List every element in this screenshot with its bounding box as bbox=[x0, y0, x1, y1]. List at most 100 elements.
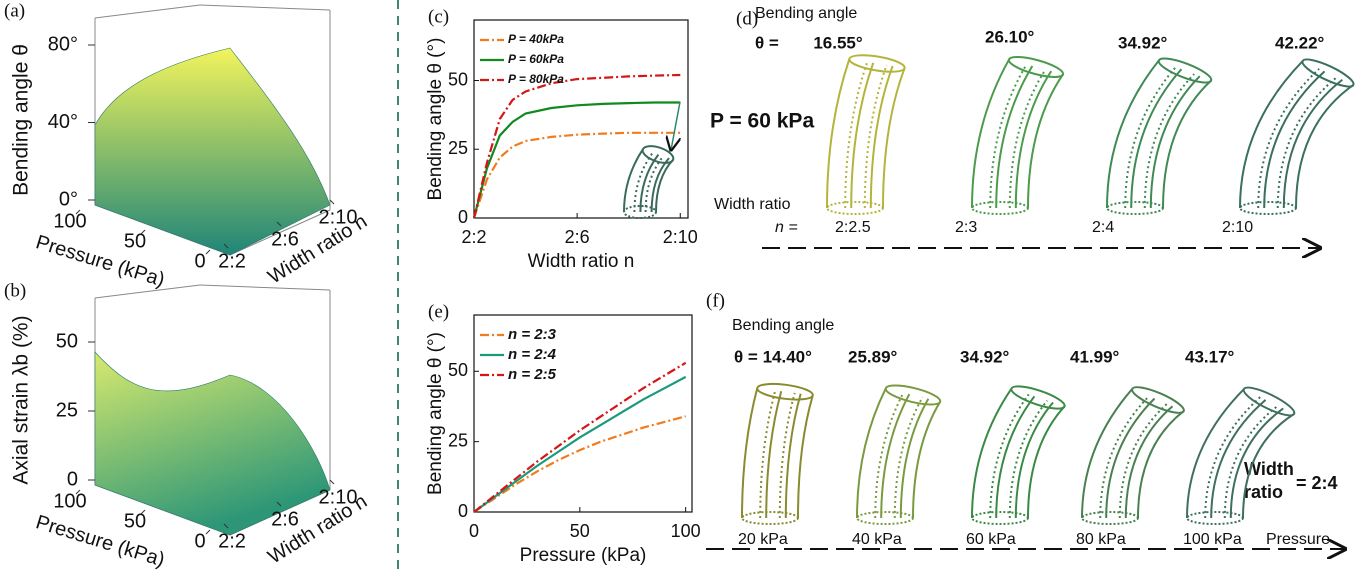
actuator-wall bbox=[912, 401, 942, 519]
surface bbox=[94, 47, 331, 256]
angle-label: θ = 14.40° bbox=[734, 347, 812, 366]
angle-label: 26.10° bbox=[985, 27, 1035, 46]
actuator-wall bbox=[856, 387, 887, 519]
pressure-label: 40 kPa bbox=[852, 531, 902, 548]
actuator-wall bbox=[633, 152, 654, 213]
actuator-top bbox=[756, 382, 814, 401]
actuator-rib bbox=[1105, 397, 1156, 519]
z-axis-label: Bending angle θ bbox=[10, 44, 33, 196]
pressure-label: 20 kPa bbox=[738, 531, 788, 548]
actuator bbox=[741, 382, 814, 525]
y-tick bbox=[223, 523, 229, 529]
ratio-value: = 2:4 bbox=[1296, 473, 1338, 493]
actuator-top bbox=[1010, 385, 1066, 410]
x-axis-label: Pressure (kPa) bbox=[520, 545, 647, 566]
angle-label: 16.55° bbox=[813, 33, 863, 52]
actuator-rib bbox=[880, 393, 911, 519]
heading: Bending angle bbox=[755, 5, 857, 22]
actuator-wall bbox=[1027, 73, 1064, 209]
x-tick-label: 100 bbox=[53, 490, 86, 512]
actuator-wall bbox=[1081, 388, 1134, 519]
z-tick-label: 0 bbox=[67, 468, 78, 490]
series-line bbox=[472, 73, 681, 219]
x-tick bbox=[75, 489, 81, 495]
actuator-base bbox=[826, 201, 884, 215]
y-tick-label: 25 bbox=[448, 138, 468, 158]
actuator bbox=[971, 56, 1065, 215]
x-tick bbox=[140, 229, 146, 235]
x-tick-label: 50 bbox=[570, 521, 590, 541]
actuator-rib bbox=[1014, 70, 1053, 209]
actuator-wall bbox=[1242, 413, 1295, 519]
surface-panel: (b) 0 25 50 Axial strain λb (%) 100 50 0 Pressur… bbox=[4, 280, 371, 571]
z-tick-label: 40° bbox=[48, 111, 78, 133]
actuator-wall bbox=[759, 390, 777, 519]
actuator-rib bbox=[899, 398, 930, 519]
actuator-rib bbox=[850, 62, 875, 209]
actuator-wall bbox=[1223, 405, 1279, 519]
actuator-top bbox=[1131, 386, 1185, 414]
x-tick-label: 2:2 bbox=[461, 227, 486, 247]
panel-label: (d) bbox=[736, 8, 758, 29]
actuator-wall bbox=[644, 155, 665, 213]
actuator-wall bbox=[797, 395, 814, 519]
series-line bbox=[473, 415, 686, 513]
actuator-rib bbox=[639, 154, 660, 213]
panel-label: (f) bbox=[706, 290, 725, 311]
panel-label: (c) bbox=[428, 6, 449, 27]
actuator-top bbox=[1301, 58, 1355, 88]
heading: Bending angle bbox=[732, 317, 834, 334]
x-tick bbox=[140, 509, 146, 515]
pressure-label: 80 kPa bbox=[1076, 531, 1126, 548]
y-tick-label: 2:2 bbox=[218, 530, 246, 552]
actuator-rib bbox=[1149, 75, 1201, 209]
angle-label: 34.92° bbox=[960, 347, 1010, 366]
y-tick-label: 50 bbox=[448, 360, 468, 380]
x-tick-label: 50 bbox=[124, 230, 146, 252]
surface bbox=[94, 351, 331, 536]
actuator-top bbox=[1007, 56, 1065, 78]
ratio-label: 2:4 bbox=[1092, 219, 1114, 236]
actuator bbox=[971, 385, 1066, 525]
panel-label: (e) bbox=[428, 301, 449, 322]
ratio-label: 2:10 bbox=[1222, 219, 1253, 236]
y-tick-label: 2:10 bbox=[319, 206, 358, 228]
angle-label: 34.92° bbox=[1118, 33, 1168, 52]
actuator-wall bbox=[655, 158, 674, 213]
actuator-base bbox=[741, 511, 799, 525]
y-tick-label: 2:10 bbox=[319, 486, 358, 508]
legend-label: P = 40kPa bbox=[508, 32, 564, 46]
x-tick-label: 0 bbox=[194, 530, 205, 552]
actuator bbox=[826, 54, 906, 215]
y-tick-label: 0 bbox=[458, 207, 468, 227]
actuator-rib bbox=[995, 395, 1036, 519]
x-tick bbox=[205, 249, 211, 255]
actuator-wall bbox=[989, 393, 1030, 519]
actuator-wall bbox=[971, 59, 1010, 209]
actuator-wall bbox=[1239, 60, 1304, 209]
actuator-wall bbox=[1118, 403, 1168, 519]
actuator-rib bbox=[869, 65, 894, 209]
actuator-rib bbox=[1014, 401, 1054, 519]
box-edge bbox=[199, 284, 331, 291]
actuator-top bbox=[1242, 386, 1296, 417]
actuator bbox=[1239, 58, 1355, 215]
angle-label: 25.89° bbox=[848, 347, 898, 366]
y-tick bbox=[276, 501, 282, 507]
actuator-top bbox=[884, 384, 942, 406]
x-axis-label: Pressure (kPa) bbox=[33, 231, 167, 291]
actuator-wall bbox=[1162, 79, 1212, 209]
legend-label: P = 60kPa bbox=[508, 52, 564, 66]
angle-label: 42.22° bbox=[1275, 33, 1325, 52]
x-tick-label: 100 bbox=[53, 210, 86, 232]
actuator-base bbox=[971, 201, 1029, 215]
actuator-rib bbox=[765, 391, 783, 519]
actuator-rib bbox=[1130, 68, 1183, 209]
y-axis-label: Bending angle θ (°) bbox=[425, 38, 446, 201]
y-tick-label: 25 bbox=[448, 430, 468, 450]
actuator-rib bbox=[1124, 405, 1174, 519]
angle-label: 41.99° bbox=[1070, 347, 1120, 366]
x-tick-label: 2:10 bbox=[663, 227, 698, 247]
